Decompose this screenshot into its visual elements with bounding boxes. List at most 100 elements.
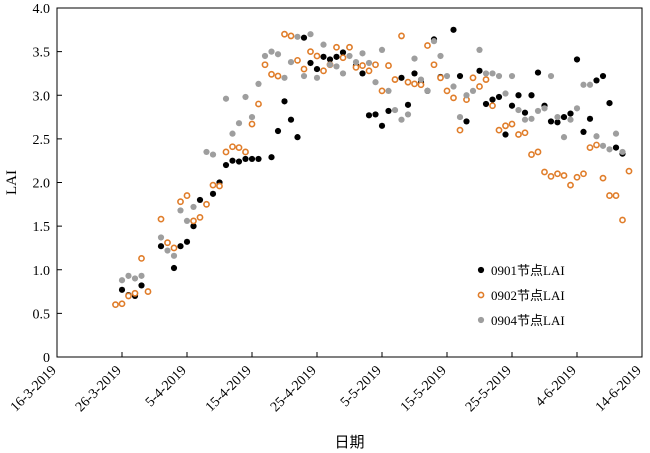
data-point [352, 63, 360, 71]
data-point [586, 81, 594, 88]
data-point [287, 32, 295, 40]
data-point [307, 48, 314, 56]
data-point [365, 59, 373, 67]
data-point [157, 234, 165, 241]
data-point [554, 113, 561, 121]
data-point [424, 42, 431, 49]
data-point [463, 92, 470, 99]
data-point [125, 272, 132, 279]
data-point [599, 174, 607, 182]
data-point [606, 100, 613, 107]
data-point [508, 72, 516, 80]
data-point [417, 76, 425, 83]
data-point [391, 76, 399, 83]
data-point [580, 128, 587, 135]
legend-marker [477, 291, 485, 299]
data-point [131, 289, 139, 297]
y-tick-label: 2.0 [33, 177, 51, 192]
data-point [242, 93, 249, 101]
y-tick-label: 2.5 [33, 133, 51, 148]
x-tick-label: 15-5-2019 [398, 363, 450, 415]
data-point [476, 46, 483, 53]
data-point [580, 81, 587, 88]
data-point [476, 83, 483, 90]
data-point [411, 80, 418, 88]
data-point [287, 58, 295, 66]
data-point [567, 181, 574, 189]
plot-points [112, 26, 633, 309]
data-point [346, 52, 353, 60]
x-tick-label: 15-4-2019 [203, 363, 255, 415]
data-point [450, 94, 457, 102]
data-point [300, 65, 308, 73]
x-tick-label: 4-6-2019 [533, 363, 580, 410]
data-point [534, 148, 542, 156]
data-point [320, 67, 327, 75]
data-point [157, 243, 165, 250]
data-point [599, 142, 607, 149]
data-point [359, 50, 366, 57]
data-point [398, 32, 405, 40]
data-point [235, 144, 243, 151]
data-point [118, 286, 126, 293]
data-point [255, 100, 262, 108]
data-point [456, 72, 464, 80]
y-tick-label: 1.0 [33, 264, 51, 279]
data-point [495, 93, 503, 101]
data-point [411, 55, 418, 62]
data-point [554, 170, 561, 178]
data-point [456, 113, 464, 121]
data-point [463, 118, 470, 125]
legend: 0901节点LAI 0902节点LAI 0904节点LAI [477, 263, 565, 328]
data-point [547, 118, 555, 125]
data-point [164, 239, 171, 247]
data-point [450, 83, 457, 90]
data-point [554, 119, 561, 126]
data-point [612, 130, 620, 137]
data-point [157, 215, 165, 223]
data-point [125, 292, 132, 300]
data-point [580, 170, 587, 178]
data-point [190, 217, 197, 225]
data-point [586, 144, 594, 151]
data-point [521, 109, 529, 116]
data-point [450, 26, 457, 33]
data-point [567, 110, 574, 117]
data-point [521, 129, 529, 137]
data-point [274, 127, 282, 135]
data-point [482, 76, 490, 83]
data-point [482, 70, 490, 77]
data-point [131, 275, 139, 282]
data-point [515, 92, 522, 99]
data-point [404, 111, 412, 118]
data-point [333, 53, 340, 60]
data-point [203, 148, 210, 156]
data-point [196, 196, 204, 204]
data-point [625, 167, 633, 175]
y-tick-label: 3.0 [33, 89, 51, 104]
plot-area-frame [56, 7, 643, 358]
data-point [567, 116, 574, 123]
data-point [352, 58, 360, 66]
data-point [229, 157, 236, 164]
data-point [300, 72, 308, 80]
data-point [307, 59, 314, 67]
data-point [112, 301, 119, 309]
x-tick-label: 26-3-2019 [73, 363, 125, 415]
axis-ticks: 0 0.5 1.0 1.5 2.0 2.5 3.0 3.5 4.0 16-3-2019 26-3-2… [8, 2, 645, 415]
data-point [476, 67, 483, 74]
x-tick-label: 16-3-2019 [8, 363, 60, 415]
data-point [599, 72, 607, 80]
data-point [534, 107, 542, 115]
data-point [248, 113, 256, 121]
data-point [138, 282, 145, 289]
x-tick-label: 5-4-2019 [143, 363, 190, 410]
y-axis-title: LAI [4, 170, 20, 195]
data-point [443, 87, 451, 95]
data-point [313, 65, 321, 73]
data-point [547, 172, 555, 180]
data-point [528, 92, 535, 99]
data-point [281, 98, 288, 105]
data-point [177, 198, 184, 206]
